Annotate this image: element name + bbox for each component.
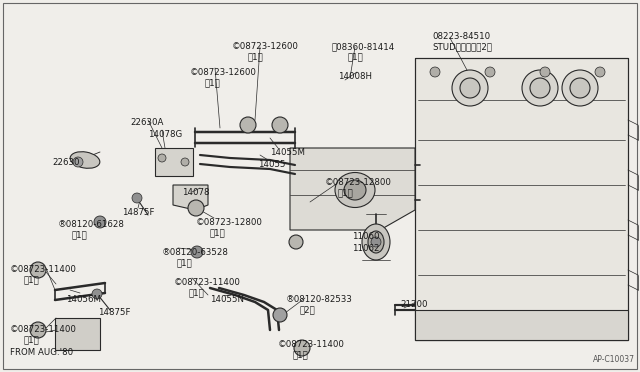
Circle shape	[30, 262, 46, 278]
Bar	[55, 318, 100, 350]
Text: ©08723-11400: ©08723-11400	[174, 278, 241, 287]
Circle shape	[452, 70, 488, 106]
Ellipse shape	[362, 224, 390, 260]
Text: （1）: （1）	[205, 78, 221, 87]
Text: ©08723-12600: ©08723-12600	[232, 42, 299, 51]
Text: 11062: 11062	[352, 244, 380, 253]
Bar	[155, 148, 193, 176]
Text: 14875F: 14875F	[122, 208, 154, 217]
Circle shape	[289, 235, 303, 249]
Circle shape	[92, 289, 102, 299]
Circle shape	[570, 78, 590, 98]
Circle shape	[485, 67, 495, 77]
Circle shape	[530, 78, 550, 98]
Polygon shape	[415, 58, 628, 340]
Text: 14008H: 14008H	[338, 72, 372, 81]
Circle shape	[191, 246, 203, 258]
Ellipse shape	[344, 180, 366, 200]
Text: （1）: （1）	[177, 258, 193, 267]
Polygon shape	[415, 310, 628, 340]
Text: （1）: （1）	[248, 52, 264, 61]
Text: 14875F: 14875F	[98, 308, 131, 317]
Text: 14055M: 14055M	[270, 148, 305, 157]
Circle shape	[562, 70, 598, 106]
Circle shape	[371, 237, 381, 247]
Circle shape	[132, 193, 142, 203]
Text: （1）: （1）	[293, 350, 308, 359]
Text: FROM AUG.'80: FROM AUG.'80	[10, 348, 73, 357]
Text: 14055: 14055	[258, 160, 285, 169]
Text: （1）: （1）	[338, 188, 354, 197]
Text: ©08723-12800: ©08723-12800	[325, 178, 392, 187]
Text: （1）: （1）	[24, 275, 40, 284]
Text: ©08723-11400: ©08723-11400	[10, 265, 77, 274]
Circle shape	[294, 340, 310, 356]
Text: 21200: 21200	[400, 300, 428, 309]
Text: ©08723-11400: ©08723-11400	[10, 325, 77, 334]
Circle shape	[272, 117, 288, 133]
Text: ®08120-63528: ®08120-63528	[162, 248, 229, 257]
Text: 14056M: 14056M	[66, 295, 101, 304]
Text: ©08723-12600: ©08723-12600	[190, 68, 257, 77]
Circle shape	[273, 308, 287, 322]
Text: AP-C10037: AP-C10037	[593, 355, 635, 364]
Circle shape	[73, 157, 83, 167]
Ellipse shape	[335, 173, 375, 208]
Circle shape	[430, 67, 440, 77]
Circle shape	[30, 322, 46, 338]
Text: （2）: （2）	[300, 305, 316, 314]
Text: ©08723-11400: ©08723-11400	[278, 340, 345, 349]
Text: （1）: （1）	[72, 230, 88, 239]
Circle shape	[460, 78, 480, 98]
Circle shape	[181, 158, 189, 166]
Text: 22630: 22630	[52, 158, 79, 167]
Text: （1）: （1）	[24, 335, 40, 344]
Text: Ⓜ08360-81414: Ⓜ08360-81414	[332, 42, 396, 51]
Text: ©08723-12800: ©08723-12800	[196, 218, 263, 227]
Circle shape	[540, 67, 550, 77]
Text: 08223-84510: 08223-84510	[432, 32, 490, 41]
Text: 11060: 11060	[352, 232, 380, 241]
Circle shape	[188, 200, 204, 216]
Ellipse shape	[368, 231, 384, 253]
Text: 14055N: 14055N	[210, 295, 244, 304]
Text: 14078G: 14078G	[148, 130, 182, 139]
Text: ®08120-61628: ®08120-61628	[58, 220, 125, 229]
Text: 22630A: 22630A	[130, 118, 163, 127]
Text: STUDスタッド（2）: STUDスタッド（2）	[432, 42, 492, 51]
Circle shape	[158, 154, 166, 162]
Circle shape	[94, 216, 106, 228]
Circle shape	[522, 70, 558, 106]
Circle shape	[595, 67, 605, 77]
Circle shape	[240, 117, 256, 133]
Polygon shape	[290, 148, 415, 230]
Text: 14078: 14078	[182, 188, 209, 197]
Text: （1）: （1）	[210, 228, 226, 237]
Polygon shape	[173, 185, 208, 210]
Ellipse shape	[70, 152, 100, 168]
Text: （1）: （1）	[189, 288, 205, 297]
Text: （1）: （1）	[348, 52, 364, 61]
Text: ®08120-82533: ®08120-82533	[286, 295, 353, 304]
